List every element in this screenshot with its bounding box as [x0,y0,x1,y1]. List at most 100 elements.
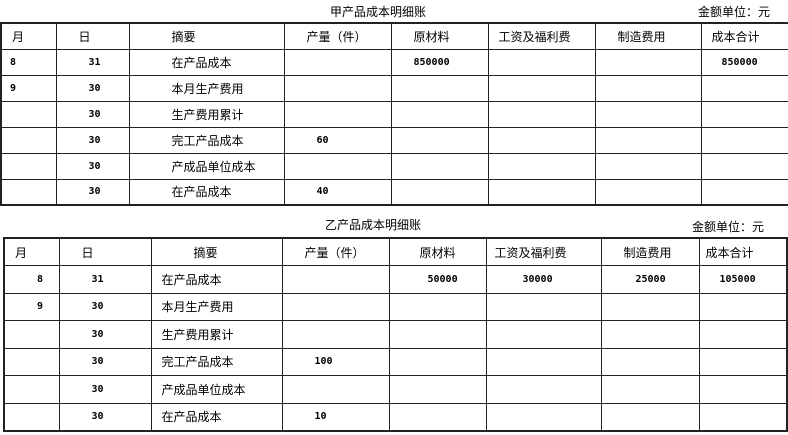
table-cell [390,74,489,102]
table-row: 30 完工产品成本 100 [3,347,788,376]
table-cell: 30000 [485,265,602,294]
table-cell [600,347,700,376]
table-cell [0,178,57,206]
table-cell: 30 [55,152,130,180]
table-cell: 8 [0,48,57,76]
table-cell [600,375,700,404]
table-cell: 在产品成本 [150,402,283,431]
column-header: 原材料 [390,22,489,50]
table-cell [594,74,702,102]
table-cell [698,292,788,321]
table-cell: 60 [283,126,392,154]
table-cell: 30 [58,292,152,321]
table-cell [485,375,602,404]
table-cell: 本月生产费用 [128,74,285,102]
column-header: 产量（件） [281,237,390,266]
table-cell: 9 [3,292,60,321]
table-cell [388,402,487,431]
table-cell [698,402,788,431]
table-cell [700,74,788,102]
table-cell: 10 [281,402,390,431]
table-cell [388,320,487,349]
table-row: 8 31 在产品成本 50000 30000 25000 105000 [3,265,788,294]
table-cell [485,292,602,321]
table-cell [594,100,702,128]
table-cell [390,152,489,180]
table-cell [0,152,57,180]
table-row: 9 30 本月生产费用 [3,292,788,321]
table-cell [390,126,489,154]
table-row: 9 30 本月生产费用 [0,74,788,102]
table-cell: 本月生产费用 [150,292,283,321]
table-cell [594,178,702,206]
column-header: 制造费用 [594,22,702,50]
table-cell [600,320,700,349]
table-cell: 生产费用累计 [128,100,285,128]
table-row: 30 产成品单位成本 [0,152,788,180]
table-cell [388,347,487,376]
table-cell: 产成品单位成本 [128,152,285,180]
cost-ledger-table-a: 月日摘要 产量（件） 原材料 工资及福利费 制造费用 成本合计 8 31 在产品成本 850000… [0,22,788,206]
table-cell: 在产品成本 [150,265,283,294]
table-cell: 30 [58,320,152,349]
table-cell: 50000 [388,265,487,294]
table-cell: 100 [281,347,390,376]
column-header: 成本合计 [700,22,788,50]
column-header: 工资及福利费 [487,22,596,50]
table-row: 8 31 在产品成本 850000 850000 [0,48,788,76]
table-cell [594,126,702,154]
table-cell [487,152,596,180]
table-row: 30 产成品单位成本 [3,375,788,404]
table-cell [283,74,392,102]
table-cell: 850000 [700,48,788,76]
table-cell: 105000 [698,265,788,294]
table-cell [594,152,702,180]
table-cell [3,402,60,431]
table-row: 30 在产品成本 10 [3,402,788,431]
table-cell [485,402,602,431]
table-cell [700,152,788,180]
table-cell [388,375,487,404]
table-cell [487,178,596,206]
table-cell: 在产品成本 [128,48,285,76]
table-cell: 生产费用累计 [150,320,283,349]
table-row: 30 生产费用累计 [3,320,788,349]
table-cell [281,320,390,349]
table-row: 30 生产费用累计 [0,100,788,128]
table-1-title: 甲产品成本明细账 [330,5,427,19]
table-cell: 产成品单位成本 [150,375,283,404]
table-cell [0,126,57,154]
table-cell: 31 [58,265,152,294]
cost-ledger-table-b: 月日摘要 产量（件） 原材料 工资及福利费 制造费用 成本合计 8 31 在产品成本 50000 3… [3,237,788,432]
table-cell: 30 [58,347,152,376]
column-header: 日 [58,237,152,266]
table-cell [698,347,788,376]
table-cell [485,347,602,376]
table-cell [700,100,788,128]
column-header: 原材料 [388,237,487,266]
table-cell: 30 [55,178,130,206]
table-2-title: 乙产品成本明细账 [325,218,422,232]
table-cell [390,100,489,128]
table-cell [0,100,57,128]
table-1-unit: 金额单位：元 [698,5,771,19]
table-cell: 9 [0,74,57,102]
table-cell [390,178,489,206]
table-cell [283,48,392,76]
column-header: 日 [55,22,130,50]
column-header: 月 [0,22,57,50]
table-row: 30 完工产品成本 60 [0,126,788,154]
column-header: 工资及福利费 [485,237,602,266]
table-cell [3,320,60,349]
table-cell: 30 [55,74,130,102]
table-cell [281,292,390,321]
table-cell [283,152,392,180]
table-cell [600,292,700,321]
table-cell [487,100,596,128]
table-2-unit: 金额单位：元 [692,220,765,234]
table-cell [594,48,702,76]
table-cell [283,100,392,128]
table-cell: 完工产品成本 [150,347,283,376]
table-row: 30 在产品成本 40 [0,178,788,206]
table-cell [487,48,596,76]
